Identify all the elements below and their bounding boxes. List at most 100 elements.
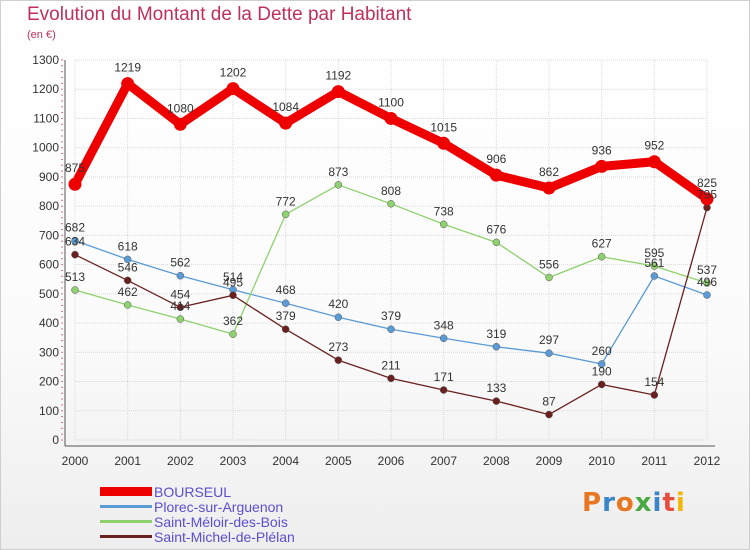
y-minor-tick — [61, 205, 63, 207]
y-minor-tick — [61, 416, 63, 418]
chart-title: Evolution du Montant de la Dette par Hab… — [27, 4, 412, 25]
y-minor-tick — [61, 153, 63, 155]
y-minor-tick — [61, 158, 63, 160]
y-tick-label: 900 — [39, 170, 59, 184]
y-minor-tick — [61, 275, 63, 277]
y-tick-label: 1300 — [32, 53, 59, 67]
y-minor-tick — [61, 427, 63, 429]
data-label: 454 — [170, 287, 190, 301]
data-label: 190 — [592, 364, 612, 378]
y-tick-label: 1100 — [33, 111, 59, 125]
y-tick-label: 600 — [39, 258, 59, 272]
data-point — [597, 380, 606, 389]
data-label: 825 — [697, 176, 717, 190]
data-label: 1100 — [378, 95, 404, 109]
data-label: 495 — [223, 275, 243, 289]
data-label: 627 — [592, 237, 612, 251]
data-label: 862 — [539, 165, 559, 179]
data-label: 634 — [65, 235, 85, 249]
data-point — [597, 360, 606, 368]
y-minor-tick — [61, 381, 63, 383]
data-point — [492, 397, 501, 405]
data-label: 297 — [539, 333, 559, 347]
data-point — [226, 82, 240, 96]
y-minor-tick — [61, 269, 63, 271]
y-minor-tick — [61, 112, 63, 114]
data-point — [439, 220, 448, 229]
data-label: 873 — [328, 165, 348, 179]
y-minor-tick — [61, 357, 63, 359]
data-point — [492, 343, 501, 351]
data-point — [279, 116, 293, 130]
y-minor-tick — [61, 176, 63, 178]
y-minor-tick — [61, 77, 63, 79]
data-point — [650, 391, 659, 399]
legend-label: Saint-Méloir-des-Bois — [154, 513, 288, 530]
y-minor-tick — [61, 147, 63, 149]
data-label: 211 — [381, 358, 400, 372]
y-minor-tick — [61, 340, 63, 342]
legend-label: Saint-Michel-de-Plélan — [154, 528, 295, 545]
y-minor-tick — [61, 369, 63, 371]
data-label: 795 — [697, 188, 717, 202]
data-point — [492, 238, 501, 247]
data-label: 319 — [486, 327, 506, 341]
y-minor-tick — [61, 375, 63, 377]
data-label: 1080 — [167, 101, 194, 115]
y-minor-tick — [61, 65, 63, 67]
y-minor-tick — [61, 117, 63, 119]
proxiti-logo: Proxiti — [582, 488, 686, 518]
data-label: 875 — [65, 161, 85, 175]
data-label: 513 — [65, 270, 85, 284]
data-label: 595 — [644, 246, 664, 260]
y-minor-tick — [61, 88, 63, 90]
data-label: 561 — [644, 256, 664, 270]
legend-swatch — [100, 520, 152, 523]
data-label: 1015 — [430, 120, 457, 134]
data-label: 936 — [592, 143, 612, 157]
data-label: 546 — [118, 260, 138, 274]
data-point — [68, 177, 82, 191]
data-label: 676 — [486, 222, 506, 236]
x-tick-label: 2005 — [325, 454, 352, 468]
y-minor-tick — [61, 410, 63, 412]
y-minor-tick — [61, 188, 63, 190]
data-point — [387, 374, 395, 383]
data-point — [545, 273, 553, 282]
legend-item: Saint-Michel-de-Plélan — [100, 528, 295, 545]
data-point — [545, 349, 553, 357]
data-point — [597, 252, 606, 261]
data-label: 808 — [381, 184, 401, 198]
x-tick-label: 2001 — [114, 454, 141, 468]
data-point — [595, 159, 609, 173]
x-tick-label: 2011 — [641, 454, 667, 468]
y-minor-tick — [61, 310, 63, 312]
data-point — [650, 272, 659, 280]
data-label: 171 — [434, 370, 454, 384]
data-label: 682 — [65, 221, 85, 235]
data-label: 362 — [223, 314, 243, 328]
y-minor-tick — [61, 281, 63, 283]
y-tick-label: 300 — [39, 345, 59, 359]
y-minor-tick — [61, 82, 63, 84]
data-point — [647, 155, 661, 169]
y-minor-tick — [61, 234, 63, 236]
data-point — [545, 410, 553, 419]
data-point — [229, 330, 237, 338]
data-point — [176, 303, 185, 312]
y-minor-tick — [61, 59, 63, 61]
data-label: 772 — [276, 194, 296, 208]
data-label: 379 — [381, 309, 401, 323]
y-minor-tick — [61, 363, 63, 365]
data-point — [703, 279, 711, 287]
data-label: 154 — [644, 375, 664, 389]
data-label: 133 — [486, 381, 506, 395]
y-minor-tick — [61, 164, 63, 166]
data-point — [71, 250, 79, 259]
y-minor-tick — [61, 141, 63, 143]
data-label: 273 — [328, 340, 348, 354]
data-point — [334, 356, 343, 364]
data-point — [123, 276, 132, 285]
data-point — [439, 386, 448, 394]
data-labels: 875 1219 1080 1202 1084 1192 1100 1015 906 862 936… — [65, 61, 717, 409]
